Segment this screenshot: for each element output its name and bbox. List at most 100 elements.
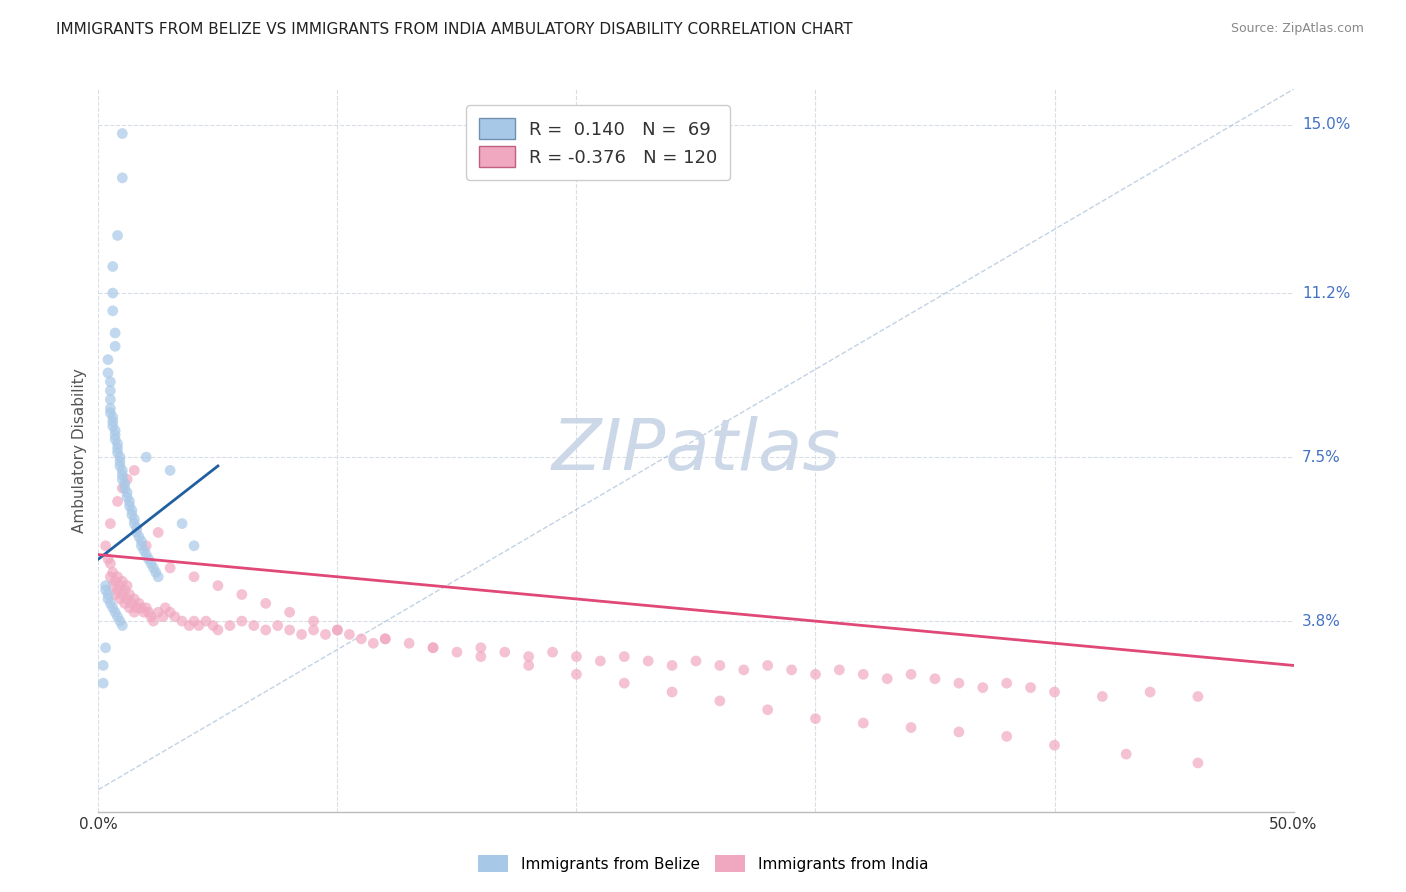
Point	[145, 566, 167, 580]
Point	[804, 667, 827, 681]
Point	[138, 552, 160, 566]
Point	[98, 516, 122, 531]
Point	[111, 472, 134, 486]
Point	[121, 503, 143, 517]
Point	[517, 658, 540, 673]
Point	[374, 632, 396, 646]
Text: 3.8%: 3.8%	[1302, 614, 1341, 629]
Point	[98, 570, 122, 584]
Point	[398, 636, 420, 650]
Point	[97, 352, 120, 367]
Point	[995, 730, 1018, 744]
Point	[278, 605, 301, 619]
Point	[219, 618, 242, 632]
Point	[1019, 681, 1042, 695]
Point	[254, 596, 277, 610]
Point	[107, 228, 129, 243]
Point	[107, 437, 129, 451]
Point	[107, 494, 129, 508]
Point	[104, 326, 127, 340]
Point	[202, 618, 225, 632]
Point	[125, 521, 148, 535]
Point	[97, 552, 120, 566]
Point	[108, 454, 131, 468]
Point	[148, 570, 170, 584]
Point	[350, 632, 373, 646]
Point	[107, 445, 129, 459]
Point	[107, 609, 129, 624]
Text: 15.0%: 15.0%	[1302, 117, 1350, 132]
Point	[183, 570, 205, 584]
Point	[948, 725, 970, 739]
Point	[111, 127, 134, 141]
Point	[139, 609, 162, 624]
Point	[172, 516, 194, 531]
Point	[183, 539, 205, 553]
Point	[422, 640, 444, 655]
Point	[661, 685, 683, 699]
Point	[104, 433, 127, 447]
Point	[101, 286, 124, 301]
Point	[852, 716, 875, 731]
Point	[114, 481, 136, 495]
Point	[104, 424, 127, 438]
Text: Source: ZipAtlas.com: Source: ZipAtlas.com	[1230, 22, 1364, 36]
Point	[132, 543, 155, 558]
Point	[470, 640, 492, 655]
Point	[101, 566, 124, 580]
Point	[124, 591, 146, 606]
Point	[155, 600, 177, 615]
Point	[254, 623, 277, 637]
Point	[101, 410, 124, 425]
Point	[115, 490, 138, 504]
Point	[207, 623, 229, 637]
Point	[1091, 690, 1114, 704]
Point	[128, 596, 150, 610]
Point	[709, 658, 731, 673]
Point	[98, 596, 122, 610]
Point	[101, 260, 124, 274]
Point	[446, 645, 468, 659]
Point	[135, 450, 157, 464]
Point	[183, 614, 205, 628]
Point	[163, 609, 186, 624]
Point	[517, 649, 540, 664]
Text: 7.5%: 7.5%	[1302, 450, 1340, 465]
Point	[135, 539, 157, 553]
Point	[780, 663, 803, 677]
Point	[1043, 685, 1066, 699]
Point	[118, 600, 141, 615]
Point	[131, 600, 153, 615]
Point	[108, 591, 131, 606]
Point	[131, 539, 153, 553]
Point	[108, 579, 131, 593]
Point	[121, 596, 143, 610]
Point	[115, 579, 138, 593]
Point	[98, 557, 122, 571]
Point	[98, 392, 122, 407]
Point	[125, 525, 148, 540]
Point	[91, 658, 114, 673]
Point	[613, 676, 636, 690]
Point	[125, 600, 148, 615]
Point	[107, 570, 129, 584]
Point	[733, 663, 755, 677]
Point	[148, 605, 170, 619]
Point	[118, 588, 141, 602]
Point	[804, 712, 827, 726]
Point	[159, 561, 181, 575]
Point	[195, 614, 218, 628]
Point	[374, 632, 396, 646]
Point	[876, 672, 898, 686]
Point	[108, 458, 131, 473]
Point	[124, 605, 146, 619]
Point	[756, 658, 779, 673]
Point	[118, 499, 141, 513]
Point	[128, 530, 150, 544]
Point	[756, 703, 779, 717]
Text: 11.2%: 11.2%	[1302, 285, 1350, 301]
Point	[111, 481, 134, 495]
Point	[124, 463, 146, 477]
Point	[565, 649, 588, 664]
Point	[108, 614, 131, 628]
